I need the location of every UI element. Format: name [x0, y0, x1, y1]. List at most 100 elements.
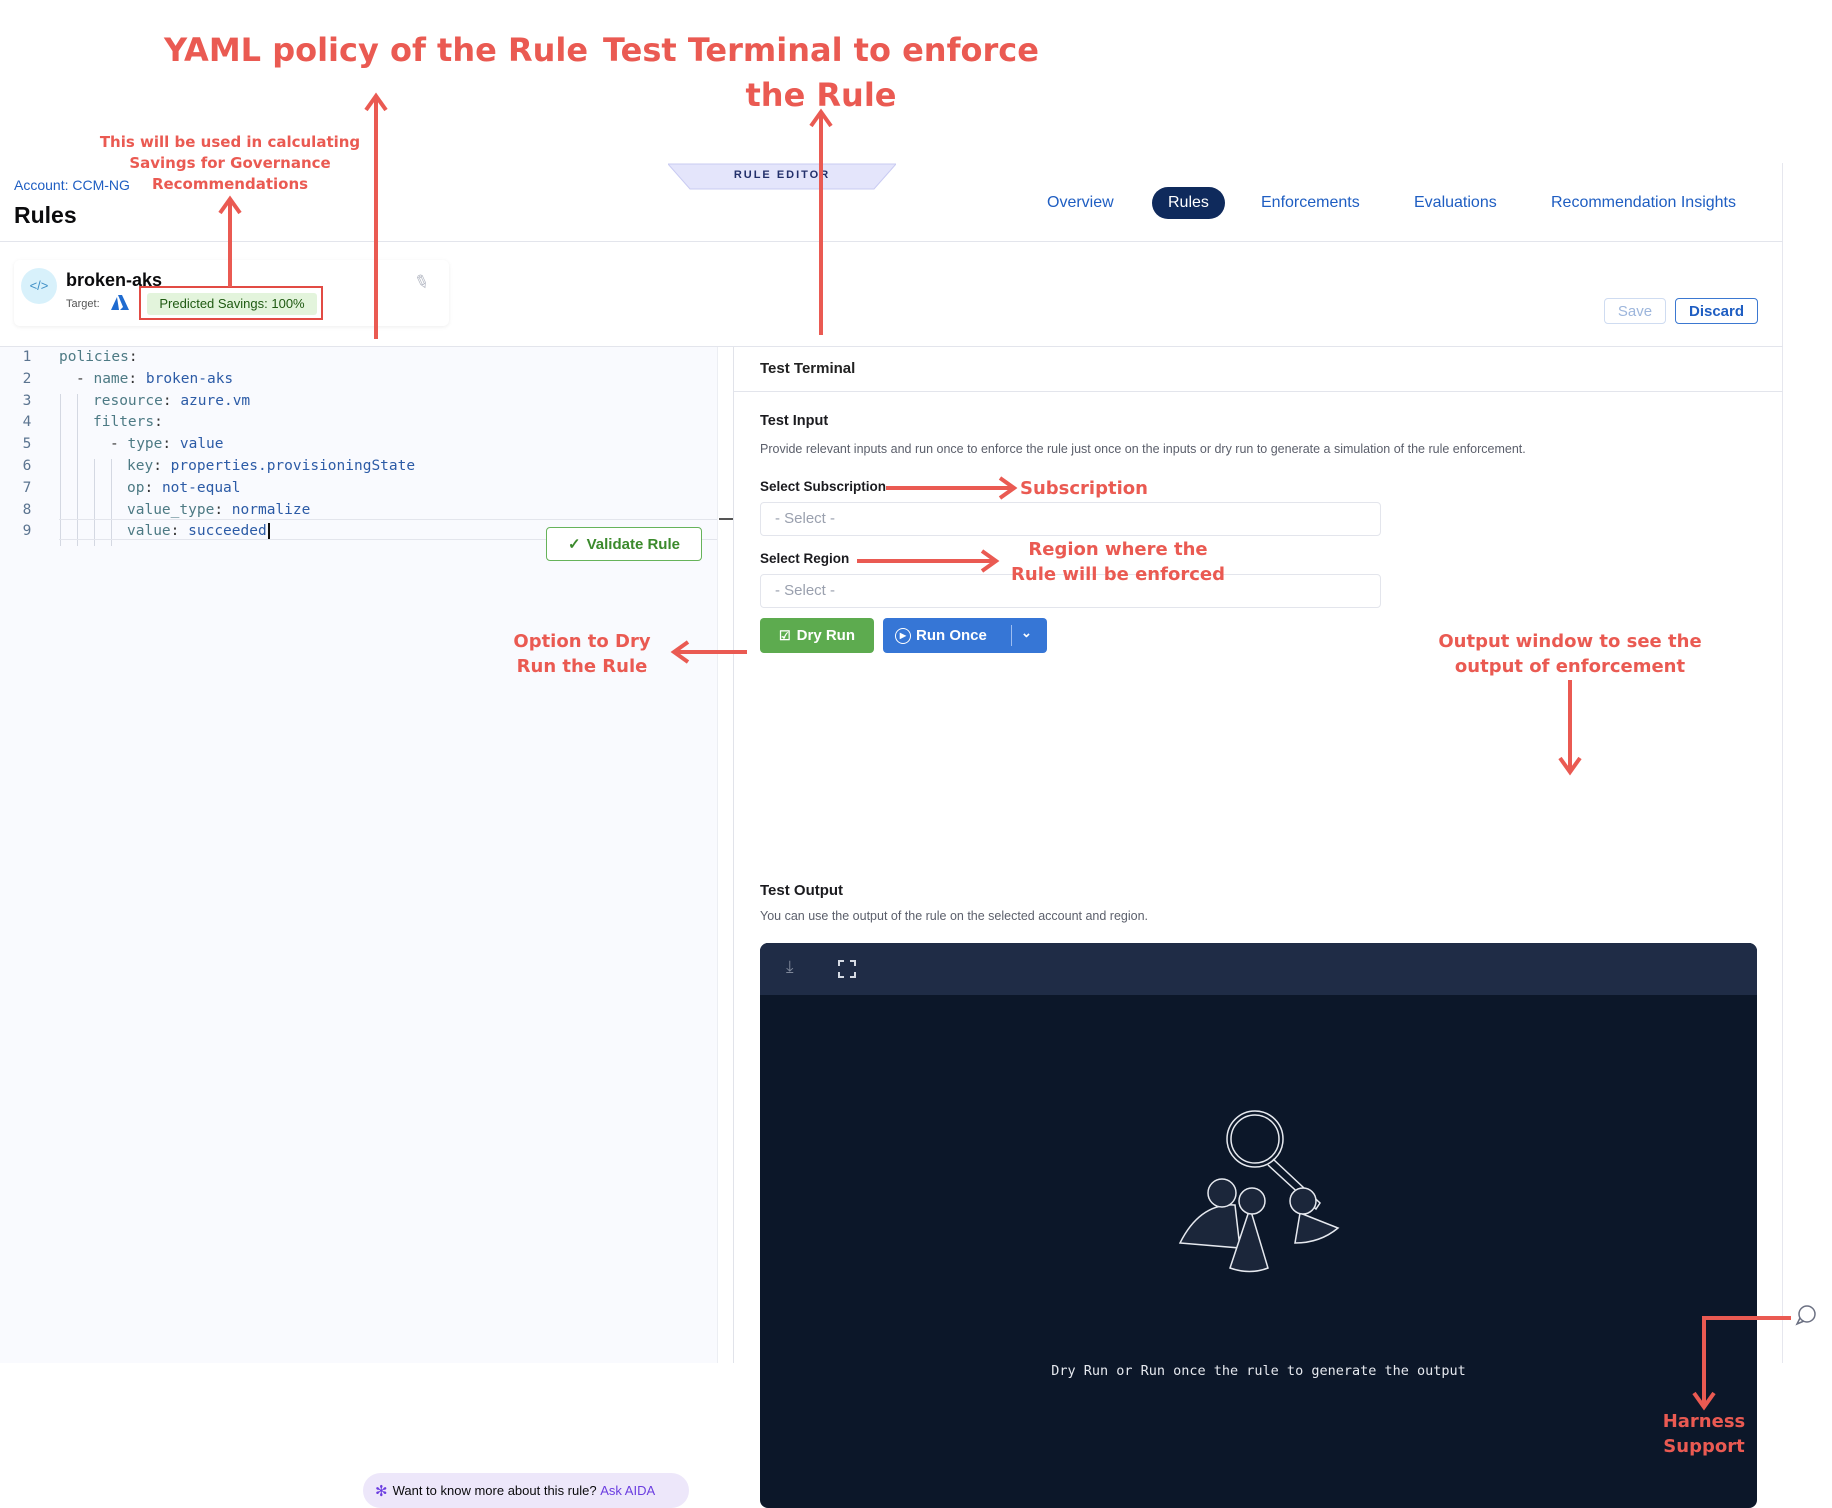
subscription-select[interactable]: - Select - — [760, 502, 1381, 536]
code-line[interactable]: - name: broken-aks — [76, 370, 234, 387]
yaml-editor[interactable]: 1 policies: 2 - name: broken-aks 3 resource:… — [0, 347, 717, 1508]
annotation-terminal-title-2: the Rule — [745, 76, 897, 114]
nav-recommendation-insights[interactable]: Recommendation Insights — [1551, 194, 1736, 211]
indent-guide — [60, 437, 61, 459]
indent-guide — [94, 480, 95, 503]
run-once-button[interactable]: ▶ Run Once ⌄ — [883, 618, 1047, 653]
aida-text: Want to know more about this rule? — [392, 1483, 597, 1498]
dry-run-label: Dry Run — [796, 627, 855, 644]
current-line-highlight — [59, 519, 717, 540]
indent-guide — [77, 415, 78, 438]
line-number: 4 — [22, 414, 32, 431]
indent-guide — [77, 502, 78, 525]
code-line[interactable]: - type: value — [110, 436, 224, 453]
note-line: Rule will be enforced — [1011, 564, 1225, 585]
validate-rule-button[interactable]: ✓ Validate Rule — [546, 527, 702, 561]
code-line[interactable]: op: not-equal — [127, 479, 241, 496]
code-line[interactable]: resource: azure.vm — [93, 392, 251, 409]
checklist-icon: ☑ — [779, 627, 791, 643]
azure-icon — [111, 295, 129, 310]
account-breadcrumb[interactable]: Account: CCM-NG — [14, 177, 130, 193]
download-icon[interactable]: ⤓ — [786, 957, 794, 976]
run-once-label: Run Once — [916, 627, 987, 644]
code-line[interactable]: filters: — [93, 414, 172, 431]
indent-guide — [60, 480, 61, 503]
yaml-key: resource — [93, 392, 163, 409]
note-line: Run the Rule — [516, 656, 648, 677]
ask-aida-banner[interactable]: ✻ Want to know more about this rule? Ask… — [363, 1473, 689, 1508]
code-line[interactable]: key: properties.provisioningState — [127, 458, 416, 474]
save-button[interactable]: Save — [1604, 298, 1666, 324]
terminal-divider — [734, 391, 1783, 392]
yaml-key: type — [127, 436, 163, 453]
rule-editor-app: Account: CCM-NG Rules RULE EDITOR Overvi… — [0, 163, 1783, 1508]
annotation-region: Region where the Rule will be enforced — [998, 537, 1238, 587]
rule-name: broken-aks — [66, 270, 163, 290]
rule-editor-tab: RULE EDITOR — [733, 169, 831, 181]
region-label: Select Region — [760, 551, 850, 566]
test-terminal: Test Terminal Test Input Provide relevan… — [734, 347, 1783, 1508]
note-line: Support — [1663, 1436, 1745, 1457]
predicted-savings-badge: Predicted Savings: 100% — [147, 293, 317, 315]
fullscreen-icon[interactable] — [838, 960, 856, 978]
code-line[interactable]: value: succeeded​ — [127, 523, 270, 540]
line-number: 7 — [22, 479, 32, 496]
rule-card: </> broken-aks Target: Predicted Savings… — [14, 260, 449, 326]
check-icon: ✓ — [568, 536, 581, 553]
line-number: 9 — [22, 523, 32, 540]
ask-aida-link[interactable]: Ask AIDA — [600, 1483, 656, 1498]
yaml-value: succeeded — [188, 523, 267, 540]
nav-rules[interactable]: Rules — [1152, 187, 1225, 219]
yaml-value: azure.vm — [180, 392, 251, 409]
editor-scrollbar[interactable] — [717, 347, 734, 1363]
rule-code-icon: </> — [21, 268, 57, 304]
annotation-terminal-title-1: Test Terminal to enforce — [603, 31, 1039, 69]
aida-sparkle-icon: ✻ — [375, 1482, 388, 1500]
code-line[interactable]: policies: — [59, 349, 147, 365]
test-input-title: Test Input — [760, 413, 829, 429]
validate-label: Validate Rule — [586, 535, 680, 553]
yaml-key: value — [127, 523, 171, 540]
indent-guide — [111, 502, 112, 525]
header-divider — [0, 241, 1783, 242]
section-divider — [0, 346, 1783, 347]
annotation-output: Output window to see the output of enforc… — [1410, 629, 1730, 679]
yaml-key: key — [127, 458, 154, 474]
nav-enforcements[interactable]: Enforcements — [1261, 194, 1360, 211]
annotation-dry-run: Option to Dry Run the Rule — [482, 629, 682, 679]
line-number: 3 — [22, 392, 32, 409]
indent-guide — [60, 524, 61, 547]
run-options-chevron-icon[interactable]: ⌄ — [1021, 625, 1032, 640]
yaml-value: not-equal — [161, 479, 241, 496]
indent-guide — [60, 502, 61, 525]
annotation-support: Harness Support — [1634, 1409, 1774, 1459]
code-line[interactable]: value_type: normalize — [127, 501, 311, 518]
subscription-label: Select Subscription — [760, 479, 887, 494]
note-line: This will be used in calculating — [99, 133, 361, 151]
nav-overview[interactable]: Overview — [1047, 194, 1114, 211]
nav-evaluations[interactable]: Evaluations — [1414, 194, 1497, 211]
note-line: Harness — [1662, 1411, 1746, 1432]
annotation-subscription: Subscription — [1020, 478, 1148, 499]
note-line: Option to Dry — [513, 631, 651, 652]
page-title: Rules — [14, 202, 77, 228]
test-output-title: Test Output — [760, 882, 844, 899]
terminal-title: Test Terminal — [760, 360, 856, 377]
note-line: Output window to see the — [1438, 631, 1702, 652]
indent-guide — [94, 524, 95, 547]
support-chat-icon[interactable] — [1794, 1304, 1818, 1328]
yaml-key: value_type — [127, 501, 215, 518]
indent-guide — [77, 480, 78, 503]
indent-guide — [94, 502, 95, 525]
edit-pencil-icon[interactable]: ✎ — [411, 270, 433, 295]
region-select[interactable]: - Select - — [760, 574, 1381, 608]
yaml-key: name — [93, 370, 129, 387]
indent-guide — [111, 459, 112, 481]
line-number: 1 — [22, 349, 32, 365]
yaml-value: broken-aks — [145, 370, 234, 387]
indent-guide — [77, 393, 78, 416]
dry-run-button[interactable]: ☑ Dry Run — [760, 618, 874, 653]
test-input-desc: Provide relevant inputs and run once to … — [760, 442, 1526, 456]
note-line: Recommendations — [151, 175, 309, 193]
discard-button[interactable]: Discard — [1675, 298, 1758, 324]
